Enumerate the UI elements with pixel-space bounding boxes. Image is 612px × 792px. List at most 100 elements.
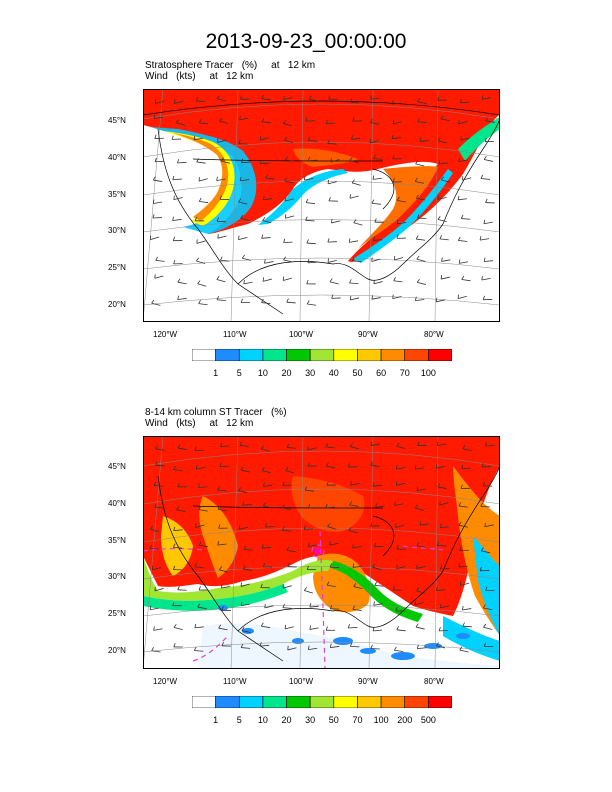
wind-barb: [241, 647, 251, 649]
wind-barb-flag: [352, 117, 355, 122]
wind-barb: [282, 607, 292, 609]
wind-barb: [370, 122, 380, 125]
wind-barb: [439, 238, 449, 241]
wind-barb-flag: [194, 646, 197, 651]
wind-barb: [441, 259, 451, 262]
wind-barb-flag: [217, 505, 221, 510]
wind-barb-flag: [396, 545, 399, 550]
wind-barb-flag: [373, 542, 376, 547]
wind-barb-flag: [149, 605, 152, 610]
wind-barb-flag: [416, 587, 420, 592]
wind-barb: [155, 448, 165, 451]
wind-barb: [153, 201, 163, 204]
wind-barb-flag: [435, 297, 438, 302]
wind-barb: [308, 140, 318, 142]
wind-barb-flag: [437, 483, 441, 488]
wind-barb: [459, 649, 469, 653]
wind-barb: [349, 504, 359, 507]
wind-barb: [329, 281, 339, 285]
wind-barb-flag: [391, 100, 394, 105]
wind-barb-flag: [265, 174, 269, 179]
wind-barb-flag: [263, 482, 265, 487]
wind-barb: [327, 526, 337, 530]
wind-barb-flag: [480, 174, 484, 179]
wind-barb: [217, 489, 227, 492]
wind-barb-flag: [459, 646, 463, 651]
colorbar-label: 200: [397, 715, 413, 725]
wind-barb: [305, 120, 315, 122]
wind-barb: [461, 279, 471, 282]
wind-barb: [461, 467, 471, 470]
wind-barb-flag: [352, 605, 356, 610]
wind-barb: [309, 98, 319, 102]
wind-barb-flag: [326, 481, 329, 486]
wind-barb-flag: [416, 255, 420, 260]
wind-barb: [172, 178, 182, 181]
wind-barb-flag: [329, 643, 332, 648]
wind-barb-flag: [373, 601, 375, 606]
wind-barb: [330, 158, 340, 163]
wind-barb-flag: [216, 276, 220, 280]
wind-barb: [199, 122, 209, 125]
wind-barb: [396, 566, 406, 570]
wind-barb: [351, 182, 361, 186]
wind-barb: [238, 490, 248, 494]
wind-barb-flag: [419, 137, 422, 142]
wind-barb: [262, 220, 272, 224]
wind-barb: [394, 257, 404, 261]
wind-barb: [414, 602, 424, 606]
panel1-colorbar-labels: 1 5 10 20 30 40 50 60 70 100: [192, 368, 452, 380]
wind-barb-flag: [414, 296, 417, 301]
wind-barb: [154, 116, 164, 119]
wind-barb: [397, 200, 407, 203]
wind-barb-flag: [305, 117, 308, 122]
wind-barb: [239, 117, 249, 121]
wind-barb: [461, 218, 471, 220]
wind-barb: [394, 650, 404, 652]
colorbar-label: 20: [281, 368, 292, 378]
wind-barb-flag: [193, 135, 196, 140]
wind-barb: [240, 469, 250, 473]
colorbar-label: 60: [376, 368, 387, 378]
wind-barb-flag: [177, 278, 181, 283]
wind-barb-flag: [457, 195, 460, 200]
wind-barb-flag: [265, 523, 268, 528]
wind-barb: [415, 299, 425, 302]
wind-barb: [436, 645, 446, 649]
wind-barb: [283, 277, 292, 281]
wind-barb-flag: [327, 258, 329, 263]
wind-barb-flag: [173, 195, 175, 200]
wind-barb-flag: [349, 295, 352, 301]
wind-barb: [283, 123, 293, 127]
wind-barb-flag: [325, 119, 328, 124]
wind-barb-flag: [303, 176, 306, 181]
wind-barb: [216, 220, 226, 223]
wind-barb: [370, 98, 380, 100]
wind-barb-flag: [286, 546, 290, 551]
wind-barb: [372, 566, 382, 570]
wind-barb-flag: [262, 195, 265, 200]
panel2-lat-label: 40°N: [108, 499, 126, 508]
colorbar-swatch: [215, 349, 240, 361]
wind-barb: [219, 120, 229, 124]
wind-barb-flag: [461, 464, 464, 469]
wind-barb: [459, 261, 469, 264]
wind-barb: [285, 159, 295, 162]
panel2-lat-label: 35°N: [108, 536, 126, 545]
panel1-lat-label: 45°N: [108, 116, 126, 125]
wind-barb: [260, 644, 270, 647]
colorbar-swatch: [333, 696, 358, 708]
wind-barb-flag: [306, 565, 309, 570]
wind-barb-flag: [260, 622, 264, 627]
wind-barb-flag: [349, 501, 352, 506]
wind-barb-flag: [419, 521, 422, 526]
wind-barb: [325, 446, 335, 449]
wind-barb: [261, 625, 271, 629]
wind-barb: [286, 550, 296, 553]
wind-barb: [373, 281, 383, 285]
colorbar-swatch: [380, 696, 406, 708]
wind-barb: [262, 547, 272, 549]
wind-barb: [370, 648, 380, 650]
wind-barb-flag: [217, 486, 220, 491]
wind-barb-flag: [441, 257, 443, 262]
